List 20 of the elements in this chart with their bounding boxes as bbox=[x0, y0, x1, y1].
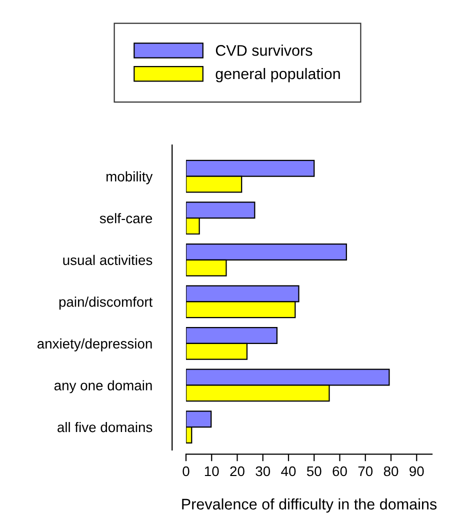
x-tick-label: 70 bbox=[358, 466, 373, 476]
x-tick-label: 80 bbox=[384, 466, 398, 476]
x-tick-label: 10 bbox=[204, 466, 219, 476]
x-tick-label: 60 bbox=[332, 466, 347, 476]
x-tick-label: 50 bbox=[306, 466, 322, 476]
y-tick-label: usual activities bbox=[63, 254, 152, 266]
x-tick-label: 90 bbox=[410, 466, 424, 476]
y-tick-label: self-care bbox=[100, 213, 152, 224]
y-tick-label: all five domains bbox=[58, 422, 152, 432]
legend-label: CVD survivors bbox=[216, 44, 312, 56]
x-axis-title: Prevalence of difficulty in the domains bbox=[182, 498, 437, 513]
x-tick-label: 30 bbox=[256, 466, 270, 476]
x-tick-label: 0 bbox=[182, 466, 190, 476]
legend-label: general population bbox=[216, 68, 340, 82]
y-tick-label: mobility bbox=[106, 171, 153, 184]
y-tick-label: anxiety/depression bbox=[37, 338, 152, 352]
y-tick-label: any one domain bbox=[54, 380, 152, 394]
x-tick-label: 20 bbox=[230, 466, 244, 476]
y-tick-label: pain/discomfort bbox=[59, 296, 153, 310]
x-tick-label: 40 bbox=[281, 466, 296, 476]
